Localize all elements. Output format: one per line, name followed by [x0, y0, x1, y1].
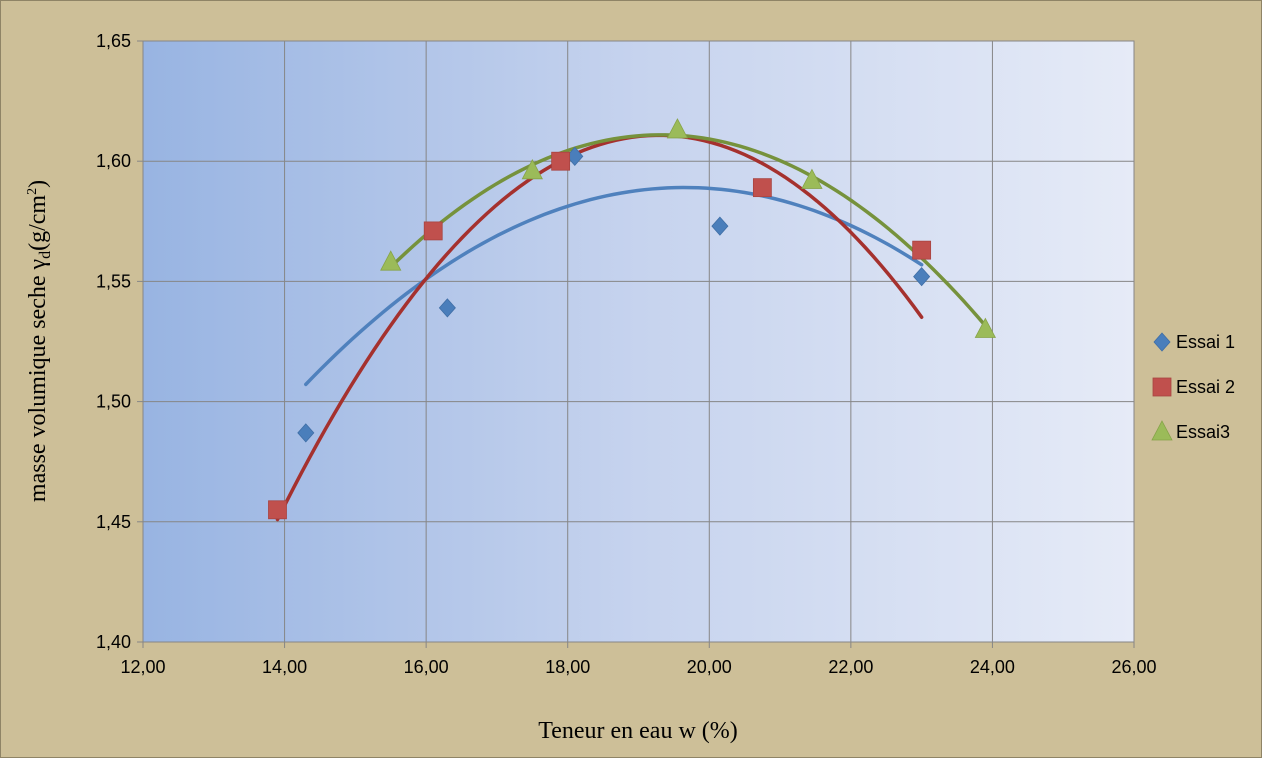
- trendline-essai-1: [304, 185, 924, 387]
- x-tick-label: 12,00: [120, 657, 165, 677]
- x-tick-label: 20,00: [687, 657, 732, 677]
- x-tick-label: 24,00: [970, 657, 1015, 677]
- point-essai3: [801, 168, 823, 189]
- y-tick-label: 1,65: [96, 31, 131, 51]
- legend-marker-essai-1: [1153, 332, 1171, 352]
- tick-labels: 12,00 14,00 16,00 18,00 20,00 22,00 24,00 26,00…: [96, 31, 1157, 677]
- point-essai3: [666, 118, 689, 139]
- x-tick-label: 18,00: [545, 657, 590, 677]
- y-axis-title: masse volumique seche γd(g/cm2): [25, 180, 54, 502]
- point-essai-2: [912, 240, 932, 260]
- point-essai-2: [551, 151, 571, 171]
- plot-area: [142, 40, 1135, 643]
- trendline-essai3: [389, 133, 988, 328]
- grid: [137, 40, 1135, 648]
- point-essai-2: [423, 221, 443, 241]
- x-tick-label: 22,00: [828, 657, 873, 677]
- y-axis-title-unit: (g/cm: [25, 195, 51, 251]
- y-axis-title-sub: d: [37, 251, 54, 259]
- point-essai3: [380, 250, 402, 271]
- y-axis-title-close: ): [25, 180, 51, 188]
- x-tick-label: 14,00: [262, 657, 307, 677]
- legend-marker-essai-2: [1152, 377, 1172, 397]
- x-axis-title: Teneur en eau w (%): [538, 718, 738, 744]
- y-tick-label: 1,55: [96, 271, 131, 291]
- point-essai-1: [297, 423, 315, 443]
- point-essai-1: [913, 266, 931, 287]
- point-essai-1: [438, 298, 456, 318]
- point-essai-2: [268, 500, 287, 520]
- legend-marker-essai3: [1151, 420, 1173, 441]
- point-essai-2: [752, 178, 772, 198]
- y-axis-title-sup: 2: [25, 188, 40, 195]
- y-tick-label: 1,40: [96, 632, 131, 652]
- point-essai-1: [711, 216, 729, 236]
- point-essai3: [974, 317, 997, 338]
- markers: [268, 118, 997, 520]
- y-tick-label: 1,60: [96, 151, 131, 171]
- legend-label-essai3: Essai3: [1176, 422, 1230, 442]
- y-axis-title-main: masse volumique seche γ: [25, 258, 51, 502]
- legend: Essai 1 Essai 2 Essai3: [1151, 332, 1235, 442]
- y-tick-label: 1,50: [96, 392, 131, 412]
- y-tick-label: 1,45: [96, 512, 131, 532]
- x-tick-label: 26,00: [1111, 657, 1156, 677]
- trendline-essai-2: [275, 133, 924, 522]
- legend-label-essai-1: Essai 1: [1176, 332, 1235, 352]
- legend-label-essai-2: Essai 2: [1176, 377, 1235, 397]
- trendlines: [275, 133, 988, 522]
- x-tick-label: 16,00: [404, 657, 449, 677]
- point-essai3: [521, 158, 543, 180]
